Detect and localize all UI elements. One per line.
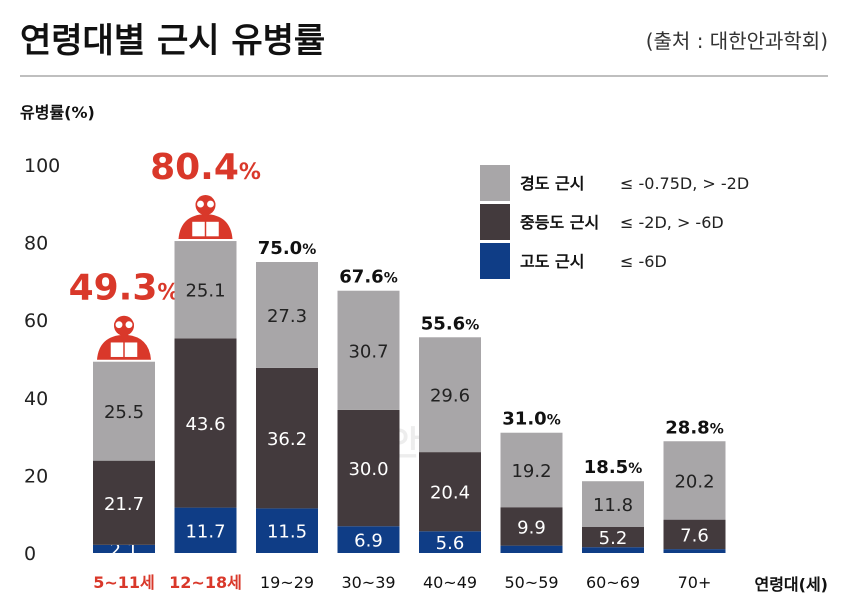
total-value-label: 28.8% bbox=[665, 417, 723, 438]
segment-value-label: 5.2 bbox=[599, 528, 628, 549]
bar-segment-mild bbox=[337, 290, 400, 410]
bar-group: 2.1 21.7 25.5 49.3% 5~11세 bbox=[69, 268, 180, 592]
page-title: 연령대별 근시 유병률 bbox=[20, 21, 325, 61]
bar-segment-high bbox=[337, 526, 400, 553]
segment-value-label: 20.4 bbox=[430, 483, 470, 504]
y-tick-label: 100 bbox=[24, 155, 60, 177]
total-value-label: 55.6% bbox=[421, 313, 479, 334]
segment-value-label: 36.2 bbox=[267, 429, 307, 450]
y-tick-label: 0 bbox=[24, 543, 36, 565]
bar-segment-high bbox=[93, 544, 155, 553]
bar-segment-mild bbox=[256, 262, 318, 368]
total-value-label: 67.6% bbox=[339, 267, 397, 288]
segment-value-label: 11.5 bbox=[267, 522, 307, 543]
total-value-label: 75.0% bbox=[258, 238, 316, 259]
bar-segment-mild bbox=[419, 337, 481, 453]
bar-segment-high bbox=[663, 549, 726, 553]
bar-segment-moderate bbox=[93, 460, 155, 545]
x-tick-label: 30~39 bbox=[341, 573, 395, 592]
legend: 경도 근시 ≤ -0.75D, > -2D 중등도 근시 ≤ -2D, > -6D 고도… bbox=[480, 165, 749, 279]
segment-value-label: 11.7 bbox=[185, 521, 225, 542]
total-value-label: 31.0% bbox=[502, 409, 560, 430]
segment-value-label: 11.8 bbox=[593, 495, 633, 516]
segment-value-label: 6.9 bbox=[354, 531, 383, 552]
bar-group: 11.7 43.6 25.1 80.4% 12~18세 bbox=[150, 147, 261, 592]
segment-value-label: 20.2 bbox=[674, 471, 714, 492]
segment-value-label: 27.3 bbox=[267, 306, 307, 327]
bar-segment-moderate bbox=[582, 527, 644, 548]
y-axis-title: 유병률(%) bbox=[20, 103, 95, 122]
bar-segment-moderate bbox=[256, 367, 318, 509]
segment-value-label: 2.1 bbox=[110, 540, 139, 561]
total-value-label: 49.3% bbox=[69, 268, 180, 309]
bar-segment-moderate bbox=[663, 519, 726, 550]
segment-value-label: 30.7 bbox=[348, 341, 388, 362]
bar-segment-mild bbox=[500, 432, 563, 508]
x-tick-label: 40~49 bbox=[423, 573, 477, 592]
legend-range: ≤ -2D, > -6D bbox=[620, 213, 724, 232]
segment-value-label: 43.6 bbox=[185, 414, 225, 435]
segment-value-label: 29.6 bbox=[430, 386, 470, 407]
legend-swatch bbox=[480, 204, 510, 240]
bar-group: 6.9 30.0 30.7 67.6% 30~39 bbox=[337, 267, 400, 592]
bar-group: 5.2 11.8 18.5% 60~69 bbox=[582, 457, 644, 592]
legend-item-high: 고도 근시 ≤ -6D bbox=[480, 243, 667, 279]
bar-group: 5.6 20.4 29.6 55.6% 40~49 bbox=[419, 313, 481, 592]
legend-name: 경도 근시 bbox=[520, 174, 584, 193]
bar-segment-mild bbox=[582, 481, 644, 528]
bar-segment-moderate bbox=[500, 507, 563, 546]
bar-segment-high bbox=[500, 545, 563, 553]
segment-value-label: 19.2 bbox=[511, 461, 551, 482]
legend-range: ≤ -0.75D, > -2D bbox=[620, 174, 749, 193]
bar-segment-mild bbox=[93, 361, 155, 461]
segment-value-label: 9.9 bbox=[517, 517, 546, 538]
bar-segment-high bbox=[256, 508, 318, 553]
bar-group: 11.5 36.2 27.3 75.0% 19~29 bbox=[256, 238, 318, 592]
total-value-label: 18.5% bbox=[584, 457, 642, 478]
legend-item-mild: 경도 근시 ≤ -0.75D, > -2D bbox=[480, 165, 749, 201]
segment-value-label: 25.1 bbox=[185, 281, 225, 302]
bar-group: 7.6 20.2 28.8% 70+ bbox=[663, 417, 726, 592]
bar-segment-moderate bbox=[337, 409, 400, 527]
bar-group: 9.9 19.2 31.0% 50~59 bbox=[500, 409, 563, 592]
segment-value-label: 25.5 bbox=[104, 402, 144, 423]
bar-segment-high bbox=[582, 547, 644, 553]
source-note: (출처 : 대한안과학회) bbox=[646, 29, 828, 53]
x-tick-label: 19~29 bbox=[260, 573, 314, 592]
legend-swatch bbox=[480, 165, 510, 201]
bar-segment-moderate bbox=[174, 338, 237, 508]
bars: 2.1 21.7 25.5 49.3% 5~11세 11.7 43.6 25.1 80.4% 12… bbox=[69, 147, 726, 592]
reader-icon bbox=[97, 315, 151, 360]
y-tick-label: 80 bbox=[24, 233, 48, 255]
legend-swatch bbox=[480, 243, 510, 279]
total-value-label: 80.4% bbox=[150, 147, 261, 188]
segment-value-label: 21.7 bbox=[104, 494, 144, 515]
x-axis-title: 연령대(세) bbox=[754, 575, 828, 594]
bar-segment-mild bbox=[174, 241, 237, 339]
x-tick-label: 60~69 bbox=[586, 573, 640, 592]
bar-segment-mild bbox=[663, 441, 726, 520]
x-tick-label: 50~59 bbox=[504, 573, 558, 592]
reader-icon bbox=[178, 195, 233, 240]
bar-segment-high bbox=[174, 507, 237, 553]
y-tick-label: 20 bbox=[24, 465, 48, 487]
y-axis: 0 20 40 60 80 100 bbox=[24, 155, 60, 565]
legend-item-moderate: 중등도 근시 ≤ -2D, > -6D bbox=[480, 204, 724, 240]
legend-range: ≤ -6D bbox=[620, 252, 667, 271]
x-tick-label: 5~11세 bbox=[93, 573, 155, 592]
y-tick-label: 40 bbox=[24, 388, 48, 410]
segment-value-label: 7.6 bbox=[680, 525, 709, 546]
bar-segment-high bbox=[419, 531, 481, 553]
segment-value-label: 30.0 bbox=[348, 459, 388, 480]
bar-segment-moderate bbox=[419, 452, 481, 532]
legend-name: 중등도 근시 bbox=[520, 213, 599, 232]
segment-value-label: 5.6 bbox=[436, 533, 465, 554]
legend-name: 고도 근시 bbox=[520, 252, 584, 271]
y-tick-label: 60 bbox=[24, 310, 48, 332]
x-tick-label: 70+ bbox=[678, 573, 712, 592]
x-tick-label: 12~18세 bbox=[169, 573, 242, 592]
